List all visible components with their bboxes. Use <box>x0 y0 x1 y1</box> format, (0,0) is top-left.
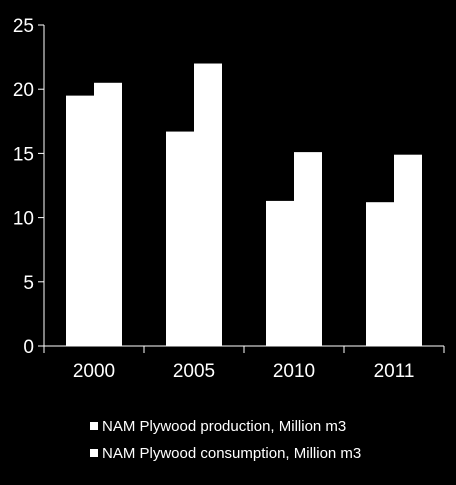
y-tick-label: 5 <box>23 273 34 294</box>
bar-production-2000 <box>66 95 94 347</box>
y-tick-label: 15 <box>13 144 34 165</box>
x-tick-label: 2010 <box>273 361 315 382</box>
y-tick-label: 10 <box>13 209 34 230</box>
legend-swatch <box>90 422 98 430</box>
y-tick-label: 25 <box>13 16 34 37</box>
bar-consumption-2005 <box>194 63 222 347</box>
x-tick-label: 2005 <box>173 361 215 382</box>
y-axis: 0 5 10 15 20 25 <box>13 16 45 358</box>
legend-swatch <box>90 449 98 457</box>
bar-production-2010 <box>266 200 294 346</box>
x-tick-label: 2011 <box>374 361 415 382</box>
x-axis: 2000 2005 2010 2011 <box>43 345 445 382</box>
x-tick-label: 2000 <box>73 361 115 382</box>
legend-label: NAM Plywood consumption, Million m3 <box>102 445 361 462</box>
bar-consumption-2010 <box>294 152 322 346</box>
bar-consumption-2011 <box>394 154 422 346</box>
bar-consumption-2000 <box>94 82 122 346</box>
bars <box>66 63 422 347</box>
y-tick-label: 20 <box>13 80 34 101</box>
legend-label: NAM Plywood production, Million m3 <box>102 418 346 435</box>
bar-production-2005 <box>166 131 194 346</box>
bar-production-2011 <box>366 202 394 346</box>
y-tick-label: 0 <box>23 337 34 358</box>
legend: NAM Plywood production, Million m3 NAM Pl… <box>90 418 361 462</box>
